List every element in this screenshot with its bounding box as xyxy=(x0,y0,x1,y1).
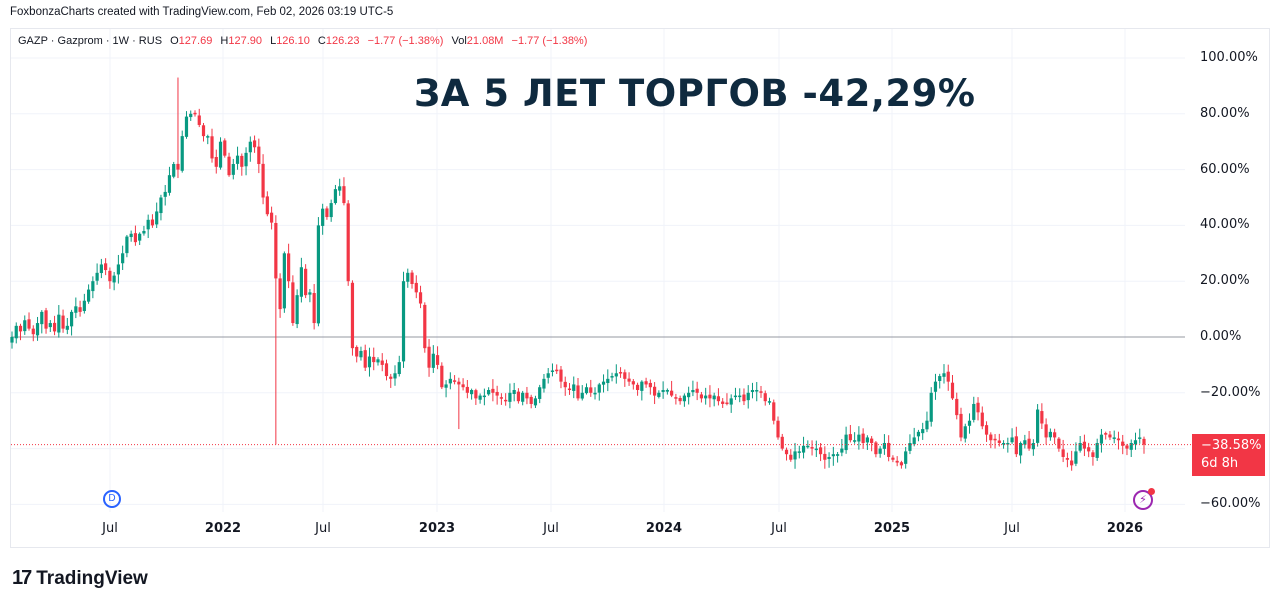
price-axis-label: 60.00% xyxy=(1200,161,1250,177)
volume-change-value: −1.77 (−1.38%) xyxy=(511,35,588,47)
time-axis-label: 2022 xyxy=(204,521,242,536)
time-axis-label: Jul xyxy=(543,521,559,536)
open-value: 127.69 xyxy=(178,35,213,47)
high-value: 127.90 xyxy=(228,35,262,47)
low-label: L xyxy=(270,35,277,47)
dividend-marker-icon[interactable]: D xyxy=(103,490,121,508)
open-label: O xyxy=(170,35,179,47)
price-axis-label: 0.00% xyxy=(1200,329,1242,344)
time-axis-label: Jul xyxy=(315,521,331,536)
time-axis-label: Jul xyxy=(771,521,787,536)
chart-headline-annotation: ЗА 5 ЛЕТ ТОРГОВ -42,29% xyxy=(414,72,976,115)
symbol-legend: GAZP · Gazprom · 1W · RUS O127.69 H127.9… xyxy=(18,35,587,47)
volume-value: 21.08M xyxy=(466,35,504,47)
event-lightning-icon[interactable]: ⚡ xyxy=(1133,488,1155,510)
chart-frame[interactable] xyxy=(10,28,1270,548)
change-value: −1.77 (−1.38%) xyxy=(367,35,444,47)
last-value: −38.58% xyxy=(1201,438,1262,453)
high-label: H xyxy=(220,35,229,47)
close-label: C xyxy=(317,35,326,47)
time-axis-label: 2026 xyxy=(1106,521,1144,536)
symbol-name[interactable]: GAZP · Gazprom · 1W · RUS xyxy=(18,35,163,47)
tradingview-logo-icon: 17 xyxy=(12,567,32,589)
volume-label: Vol xyxy=(451,35,467,47)
tradingview-logo-text: TradingView xyxy=(36,567,148,589)
price-axis-label: 100.00% xyxy=(1200,50,1258,65)
price-axis-label: 40.00% xyxy=(1200,217,1250,233)
bar-countdown: 6d 8h xyxy=(1201,456,1239,471)
lightning-glyph: ⚡ xyxy=(1139,493,1147,506)
time-axis-label: 2025 xyxy=(873,521,911,536)
close-value: 126.23 xyxy=(325,35,360,47)
price-axis-label: 80.00% xyxy=(1200,105,1250,121)
chart-credit: FoxbonzaCharts created with TradingView.… xyxy=(10,6,394,18)
time-axis-label: 2023 xyxy=(418,521,456,536)
price-axis-label: −20.00% xyxy=(1200,384,1261,400)
price-axis-label: −60.00% xyxy=(1200,496,1261,512)
tradingview-logo[interactable]: 17 TradingView xyxy=(12,567,148,590)
low-value: 126.10 xyxy=(276,35,310,47)
time-axis-label: 2024 xyxy=(645,521,683,536)
time-axis-label: Jul xyxy=(102,521,118,536)
time-axis-label: Jul xyxy=(1004,521,1020,536)
price-axis-label: 20.00% xyxy=(1200,273,1250,289)
notification-dot xyxy=(1148,488,1155,495)
last-value-badge: −38.58% 6d 8h xyxy=(1192,434,1265,476)
